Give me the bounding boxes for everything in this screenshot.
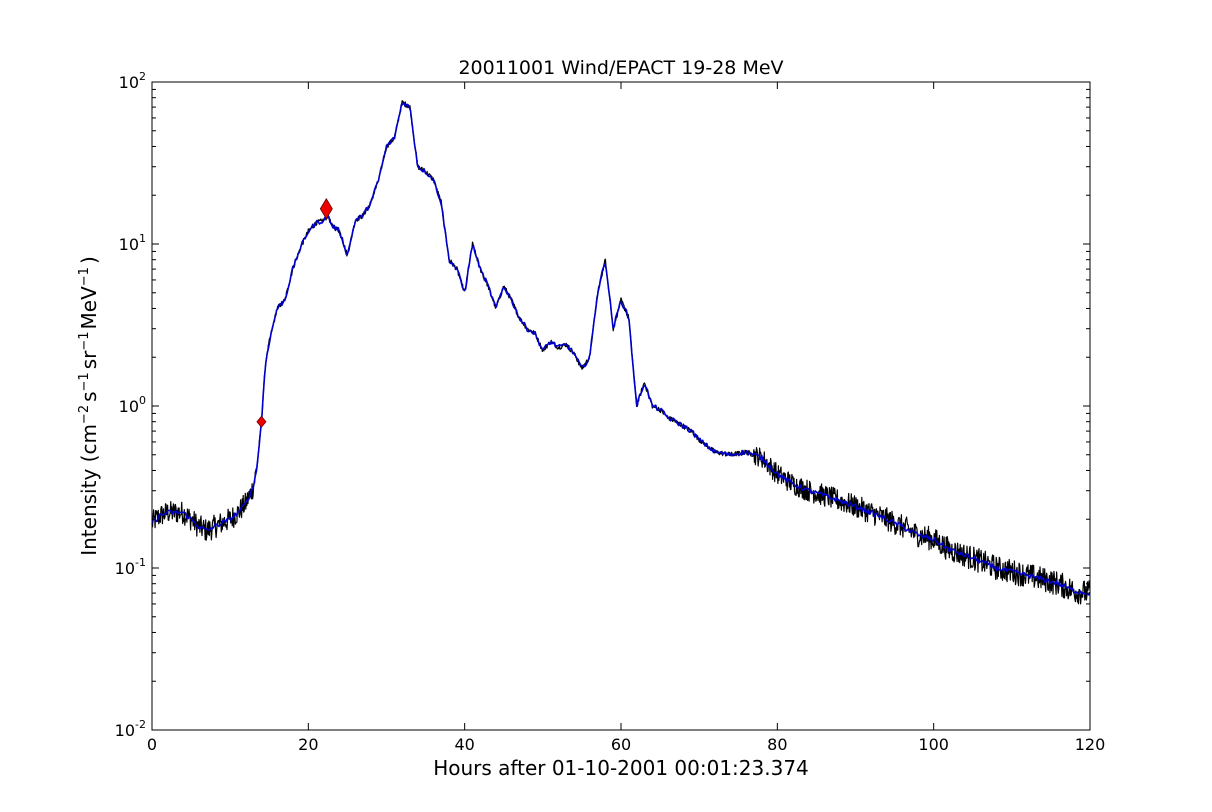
y-tick-label-exponent: 2 bbox=[139, 70, 146, 83]
y-axis-label-part: ) bbox=[77, 256, 101, 264]
y-tick-label-exponent: 0 bbox=[139, 394, 146, 407]
series-line-smoothed bbox=[151, 102, 1091, 596]
plot-area bbox=[151, 81, 1091, 731]
y-tick-label-base: 10 bbox=[119, 73, 139, 92]
y-tick-label-exponent: 1 bbox=[139, 232, 146, 245]
x-tick-label: 0 bbox=[147, 735, 157, 754]
y-tick-label: 10-1 bbox=[115, 556, 146, 578]
y-tick-label: 100 bbox=[119, 394, 146, 416]
x-axis-label: Hours after 01-10-2001 00:01:23.374 bbox=[433, 756, 809, 780]
x-tick-label: 100 bbox=[918, 735, 949, 754]
event-marker-diamond bbox=[319, 197, 333, 220]
y-axis-label-sup: −1 bbox=[77, 372, 92, 391]
y-tick-label-base: 10 bbox=[119, 397, 139, 416]
x-tick-label: 20 bbox=[298, 735, 318, 754]
y-axis-label-part: MeV bbox=[77, 286, 101, 330]
y-tick-label: 101 bbox=[119, 232, 146, 254]
y-tick-label-base: 10 bbox=[115, 721, 135, 740]
series-layer bbox=[151, 100, 1091, 605]
y-tick-label: 102 bbox=[119, 70, 146, 92]
y-axis-label-sup: −1 bbox=[77, 267, 92, 286]
y-axis-label: Intensity (cm−2s−1sr−1MeV−1) bbox=[77, 256, 101, 556]
y-axis-label-part: Intensity (cm bbox=[77, 424, 101, 556]
y-axis-label-part: s bbox=[77, 391, 101, 401]
x-axis-ticks: 0 20 40 60 80 100 120 bbox=[147, 82, 1105, 754]
y-axis-label-sup: −1 bbox=[77, 331, 92, 350]
y-tick-label: 10-2 bbox=[115, 718, 146, 740]
y-tick-label-base: 10 bbox=[115, 559, 135, 578]
marker-layer bbox=[256, 197, 333, 428]
y-tick-label-base: 10 bbox=[119, 235, 139, 254]
x-tick-label: 40 bbox=[454, 735, 474, 754]
series-line-raw bbox=[151, 100, 1091, 605]
plot-background bbox=[152, 82, 1090, 730]
y-tick-label-exponent: -1 bbox=[135, 556, 146, 569]
y-axis-label-part: sr bbox=[77, 350, 101, 369]
y-axis-label-sup: −2 bbox=[77, 405, 92, 424]
y-tick-label-exponent: -2 bbox=[135, 718, 146, 731]
x-tick-label: 60 bbox=[611, 735, 631, 754]
event-marker-diamond bbox=[256, 415, 267, 428]
x-tick-label: 120 bbox=[1075, 735, 1106, 754]
x-tick-label: 80 bbox=[767, 735, 787, 754]
chart-title: 20011001 Wind/EPACT 19-28 MeV bbox=[458, 57, 783, 79]
